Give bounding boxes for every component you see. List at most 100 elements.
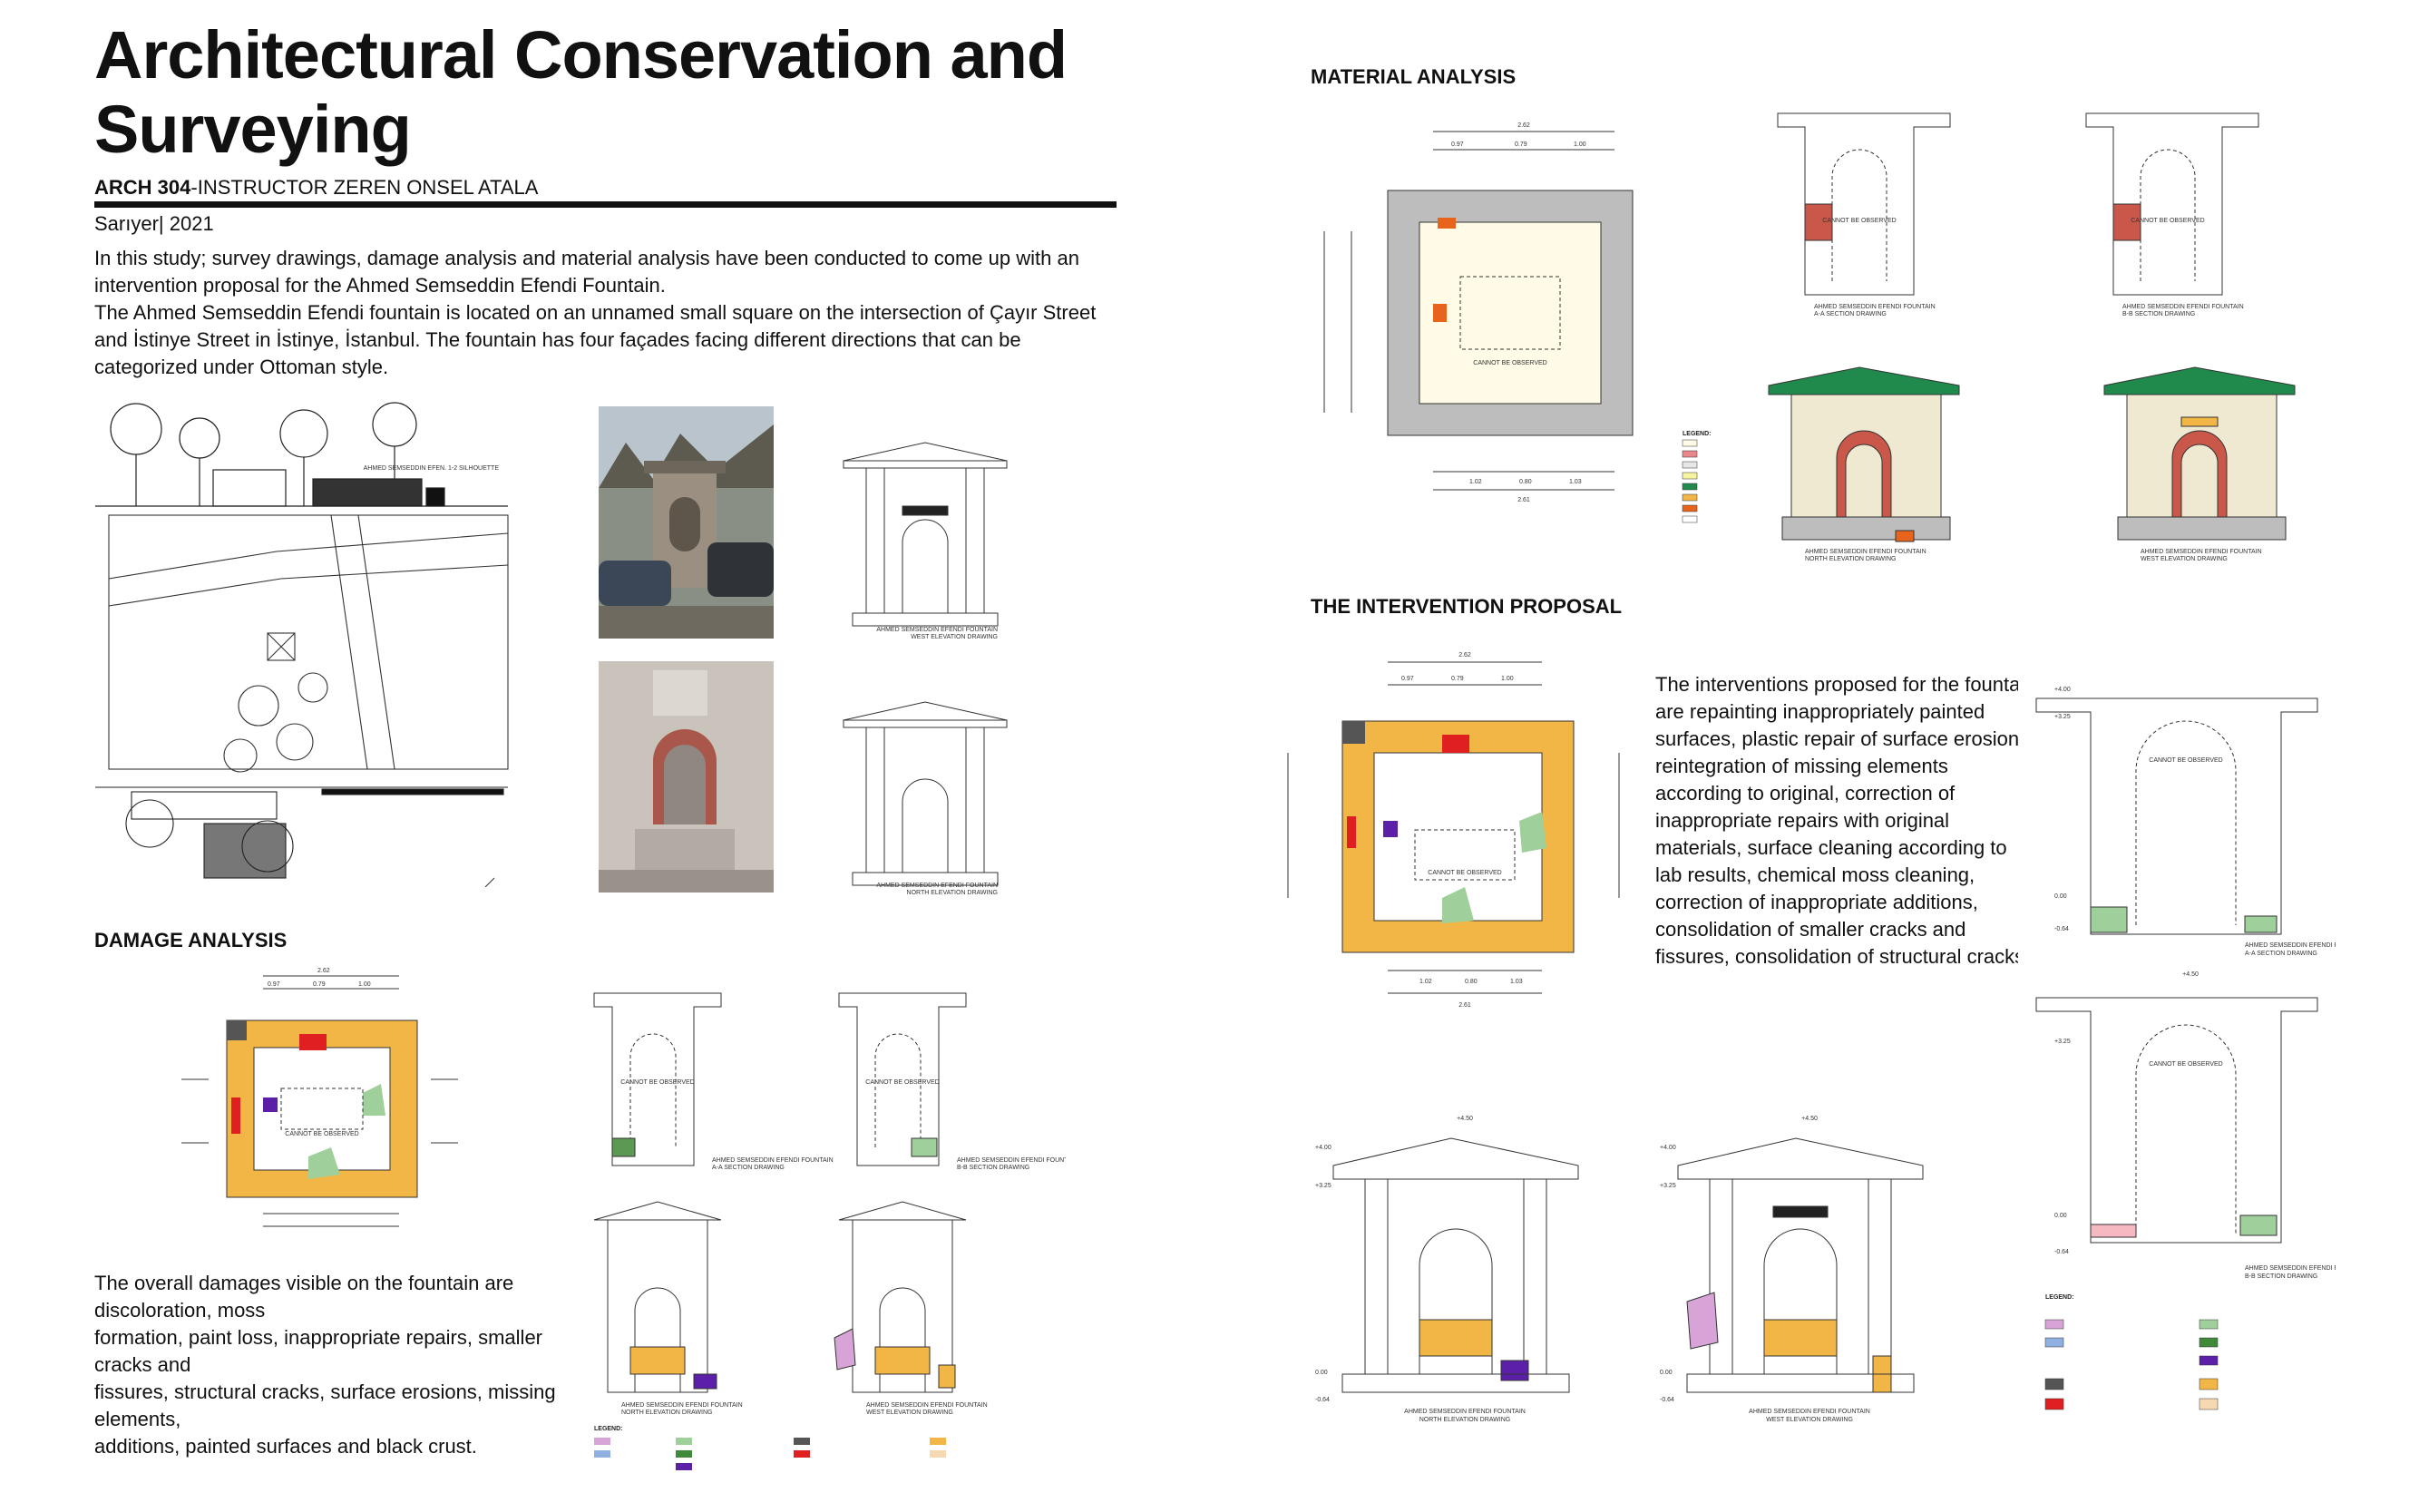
intervention-plan-drawing: 2.62 0.97 0.79 1.00 CANNOT BE OBSERVED 1… [1270, 635, 1642, 1025]
material-north-subcaption: NORTH ELEVATION DRAWING [1805, 556, 1896, 562]
intervention-bb-section: +4.50 +3.25 0.00 -0.64 CANNOT BE OBSERVE… [2018, 961, 2336, 1288]
material-legend-title: LEGEND: [1683, 431, 1712, 437]
intervention-aa-cannot-observed: CANNOT BE OBSERVED [2149, 757, 2222, 764]
intervention-dim-d: 1.02 [1419, 979, 1432, 985]
damage-line-3: fissures, structural cracks, surface ero… [94, 1380, 556, 1430]
intervention-bb-level-3: +3.25 [2054, 1039, 2071, 1045]
aa-subcaption: A-A SECTION DRAWING [712, 1165, 785, 1171]
intervention-aa-level-0: 0.00 [2054, 893, 2067, 900]
intervention-dim-c: 1.00 [1501, 676, 1514, 682]
intervention-aa-level-neg: -0.64 [2054, 926, 2069, 932]
material-dim-d: 1.02 [1469, 479, 1482, 485]
aa-caption: AHMED SEMSEDDIN EFENDI FOUNTAIN [712, 1157, 834, 1164]
material-bb-caption: AHMED SEMSEDDIN EFENDI FOUNTAIN [2122, 304, 2244, 310]
north-elevation-subcaption: NORTH ELEVATION DRAWING [907, 890, 998, 896]
material-dim-top: 2.62 [1517, 122, 1530, 129]
material-west-caption: AHMED SEMSEDDIN EFENDI FOUNTAIN [2141, 549, 2262, 555]
site-plan-drawing: AHMED SEMSEDDIN EFEN. 1-2 SILHOUETTE [95, 397, 512, 887]
intervention-west-level-top: +4.50 [1801, 1116, 1818, 1122]
material-aa-subcaption: A-A SECTION DRAWING [1814, 311, 1887, 317]
damage-line-1: The overall damages visible on the fount… [94, 1272, 514, 1322]
header-rule [94, 201, 1117, 208]
fountain-photo-2 [599, 661, 774, 893]
intervention-aa-level-3: +3.25 [2054, 714, 2071, 720]
intro-paragraph-1: In this study; survey drawings, damage a… [94, 247, 1079, 297]
bb-subcaption: B-B SECTION DRAWING [957, 1165, 1029, 1171]
course-code: ARCH 304 [94, 176, 191, 199]
damage-line-4: additions, painted surfaces and black cr… [94, 1435, 477, 1458]
intervention-bb-caption: AHMED SEMSEDDIN EFENDI FOUNTAIN [2245, 1265, 2336, 1272]
intervention-description: The interventions proposed for the fount… [1655, 673, 2036, 968]
intervention-dim-top: 2.62 [1458, 652, 1471, 658]
material-dim-b: 0.79 [1515, 141, 1527, 148]
intervention-north-level-neg: -0.64 [1315, 1397, 1330, 1403]
material-aa-cannot-observed: CANNOT BE OBSERVED [1822, 218, 1896, 224]
damage-plan-cannot-observed: CANNOT BE OBSERVED [285, 1131, 358, 1137]
material-aa-caption: AHMED SEMSEDDIN EFENDI FOUNTAIN [1814, 304, 1936, 310]
damage-plan-drawing: 2.62 0.97 0.79 1.00 CANNOT BE OBSERVED [172, 961, 467, 1234]
intervention-north-caption: AHMED SEMSEDDIN EFENDI FOUNTAIN [1404, 1409, 1526, 1415]
intervention-legend: LEGEND: [2041, 1288, 2340, 1433]
intervention-west-level-0: 0.00 [1660, 1370, 1673, 1376]
intervention-west-level-neg: -0.64 [1660, 1397, 1674, 1403]
bb-caption: AHMED SEMSEDDIN EFENDI FOUNTAIN [957, 1157, 1066, 1164]
damage-sections-grid: CANNOT BE OBSERVED CANNOT BE OBSERVED AH… [567, 966, 1066, 1483]
silhouette-label: AHMED SEMSEDDIN EFEN. 1-2 SILHOUETTE [364, 465, 500, 472]
material-dim-f: 1.03 [1569, 479, 1582, 485]
intervention-plan-cannot-observed: CANNOT BE OBSERVED [1428, 870, 1501, 876]
intervention-bb-level-0: 0.00 [2054, 1213, 2067, 1219]
intervention-north-elevation: +4.50 +4.00 +3.25 0.00 -0.64 AHMED SEMSE… [1306, 1111, 1596, 1424]
intervention-north-subcaption: NORTH ELEVATION DRAWING [1419, 1417, 1510, 1423]
damage-description: The overall damages visible on the fount… [94, 1270, 566, 1460]
intervention-west-caption: AHMED SEMSEDDIN EFENDI FOUNTAIN [1749, 1409, 1870, 1415]
intervention-bb-level-neg: -0.64 [2054, 1249, 2069, 1255]
intervention-aa-level-4: +4.00 [2054, 687, 2071, 693]
north-elevation-caption: AHMED SEMSEDDIN EFENDI FOUNTAIN [876, 883, 998, 889]
intervention-legend-title: LEGEND: [2045, 1294, 2074, 1301]
page-title: Architectural Conservation and Surveying [94, 17, 1068, 167]
intervention-west-subcaption: WEST ELEVATION DRAWING [1766, 1417, 1853, 1423]
intervention-north-level-top: +4.50 [1457, 1116, 1473, 1122]
damage-north-caption: AHMED SEMSEDDIN EFENDI FOUNTAIN [621, 1402, 743, 1409]
material-sections-grid: CANNOT BE OBSERVED CANNOT BE OBSERVED AH… [1751, 77, 2313, 580]
intervention-west-level-4: +4.00 [1660, 1145, 1676, 1151]
west-elevation-caption: AHMED SEMSEDDIN EFENDI FOUNTAIN [876, 627, 998, 633]
material-plan-cannot-observed: CANNOT BE OBSERVED [1473, 360, 1546, 366]
intervention-aa-caption: AHMED SEMSEDDIN EFENDI FOUNTAIN [2245, 942, 2336, 949]
aa-cannot-observed: CANNOT BE OBSERVED [620, 1079, 694, 1086]
damage-dim-c: 1.00 [358, 981, 371, 988]
damage-analysis-heading: DAMAGE ANALYSIS [94, 929, 288, 951]
material-west-subcaption: WEST ELEVATION DRAWING [2141, 556, 2228, 562]
material-analysis-heading: MATERIAL ANALYSIS [1311, 65, 1517, 88]
damage-line-2: formation, paint loss, inappropriate rep… [94, 1326, 543, 1376]
material-plan-drawing: 2.62 0.97 0.79 1.00 CANNOT BE OBSERVED 1… [1315, 113, 1751, 567]
damage-dim-a: 0.97 [268, 981, 280, 988]
material-north-caption: AHMED SEMSEDDIN EFENDI FOUNTAIN [1805, 549, 1926, 555]
intervention-north-level-3: +3.25 [1315, 1183, 1331, 1189]
material-bb-subcaption: B-B SECTION DRAWING [2122, 311, 2195, 317]
damage-west-subcaption: WEST ELEVATION DRAWING [866, 1410, 953, 1416]
material-dim-bottom: 2.61 [1517, 497, 1530, 503]
damage-dim-top: 2.62 [317, 968, 330, 974]
place-year: Sarıyer| 2021 [94, 212, 214, 235]
material-bb-cannot-observed: CANNOT BE OBSERVED [2131, 218, 2204, 224]
intervention-west-level-3: +3.25 [1660, 1183, 1676, 1189]
course-instructor: -INSTRUCTOR ZEREN ONSEL ATALA [190, 176, 539, 199]
intervention-bb-level-top: +4.50 [2182, 971, 2199, 978]
fountain-photo-1 [599, 406, 774, 639]
intervention-north-level-0: 0.00 [1315, 1370, 1328, 1376]
intervention-bb-subcaption: B-B SECTION DRAWING [2245, 1273, 2317, 1280]
intervention-aa-section: +4.00 +3.25 0.00 -0.64 CANNOT BE OBSERVE… [2018, 671, 2336, 961]
west-elevation-drawing: AHMED SEMSEDDIN EFENDI FOUNTAIN WEST ELE… [816, 406, 1034, 640]
damage-north-subcaption: NORTH ELEVATION DRAWING [621, 1410, 712, 1416]
course-line: ARCH 304-INSTRUCTOR ZEREN ONSEL ATALA [94, 176, 538, 200]
west-elevation-subcaption: WEST ELEVATION DRAWING [911, 634, 998, 640]
intervention-dim-bottom: 2.61 [1458, 1002, 1471, 1009]
damage-west-caption: AHMED SEMSEDDIN EFENDI FOUNTAIN [866, 1402, 988, 1409]
intervention-dim-b: 0.79 [1451, 676, 1464, 682]
intervention-west-elevation: +4.50 +4.00 +3.25 0.00 -0.64 AHMED SEMSE… [1651, 1111, 1941, 1424]
intervention-aa-subcaption: A-A SECTION DRAWING [2245, 951, 2317, 957]
material-dim-c: 1.00 [1574, 141, 1586, 148]
damage-dim-b: 0.79 [313, 981, 326, 988]
intro-text: In this study; survey drawings, damage a… [94, 245, 1128, 381]
